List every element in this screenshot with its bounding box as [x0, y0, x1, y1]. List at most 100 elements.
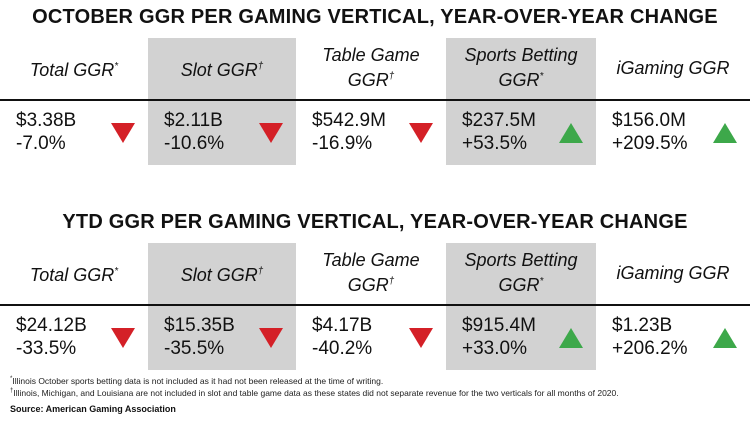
header-text-wrap: Slot GGR†	[181, 261, 264, 286]
gaming-revenue: $15.35B	[164, 315, 235, 336]
column-shade	[148, 38, 296, 165]
yoy-change: +206.2%	[612, 338, 688, 359]
header-text-wrap: Table Game GGR†	[304, 45, 438, 91]
divider	[0, 99, 750, 101]
trend-arrow	[559, 123, 583, 143]
arrow-down	[409, 123, 433, 143]
footnote-text: Illinois October sports betting data is …	[12, 376, 384, 386]
gaming-revenue: $156.0M	[612, 110, 686, 131]
table-title: OCTOBER GGR PER GAMING VERTICAL, YEAR-OV…	[32, 6, 718, 28]
arrow-down	[409, 328, 433, 348]
data-cell: $1.23B +206.2%	[612, 314, 688, 360]
column-shade	[446, 38, 596, 165]
data-cell: $3.38B -7.0%	[16, 109, 76, 155]
column-header: Total GGR*	[8, 38, 140, 98]
header-mark: †	[257, 60, 264, 72]
yoy-change: -10.6%	[164, 133, 225, 154]
header-text-wrap: Sports Betting GGR*	[454, 250, 588, 296]
trend-arrow	[259, 123, 283, 143]
gaming-revenue: $24.12B	[16, 315, 87, 336]
header-text: Sports Betting GGR	[464, 45, 578, 90]
yoy-change: -16.9%	[312, 133, 373, 154]
yoy-change: -33.5%	[16, 338, 77, 359]
header-text-wrap: iGaming GGR	[616, 263, 729, 284]
data-cell: $24.12B -33.5%	[16, 314, 87, 360]
data-cell: $156.0M +209.5%	[612, 109, 688, 155]
header-text-wrap: Total GGR*	[30, 56, 118, 81]
column-header: iGaming GGR	[604, 243, 742, 303]
header-text: Sports Betting GGR	[464, 250, 578, 295]
table-section: YTD GGR PER GAMING VERTICAL, YEAR-OVER-Y…	[0, 205, 750, 375]
header-mark: †	[388, 276, 395, 287]
trend-arrow	[409, 123, 433, 143]
table-title: YTD GGR PER GAMING VERTICAL, YEAR-OVER-Y…	[62, 211, 688, 233]
trend-arrow	[409, 328, 433, 348]
footnote-text: Illinois, Michigan, and Louisiana are no…	[13, 388, 619, 398]
gaming-revenue: $3.38B	[16, 110, 77, 131]
trend-arrow	[713, 328, 737, 348]
arrow-up	[713, 123, 737, 143]
header-text: iGaming GGR	[616, 262, 730, 283]
data-cell: $915.4M +33.0%	[462, 314, 536, 360]
yoy-change: +53.5%	[462, 133, 527, 154]
divider	[0, 304, 750, 306]
header-text-wrap: iGaming GGR	[616, 58, 729, 79]
header-text-wrap: Table Game GGR†	[304, 250, 438, 296]
column-header: Table Game GGR†	[304, 243, 438, 303]
column-header: Table Game GGR†	[304, 38, 438, 98]
column-header: Sports Betting GGR*	[454, 243, 588, 303]
yoy-change: -35.5%	[164, 338, 225, 359]
data-cell: $2.11B -10.6%	[164, 109, 224, 155]
data-cell: $15.35B -35.5%	[164, 314, 235, 360]
footnote-mark: †	[10, 388, 14, 395]
yoy-change: -7.0%	[16, 133, 66, 154]
footnote: *Illinois October sports betting data is…	[10, 376, 383, 386]
data-cell: $237.5M +53.5%	[462, 109, 536, 155]
footnote-mark: *	[10, 376, 13, 383]
trend-arrow	[559, 328, 583, 348]
column-shade	[148, 243, 296, 370]
header-text: Slot GGR	[180, 59, 258, 80]
header-mark: *	[114, 60, 119, 72]
header-mark: †	[388, 71, 395, 82]
arrow-down	[111, 328, 135, 348]
column-header: Slot GGR†	[156, 243, 288, 303]
footnote: †Illinois, Michigan, and Louisiana are n…	[10, 388, 619, 398]
arrow-up	[559, 123, 583, 143]
header-mark: †	[257, 265, 264, 277]
column-header: Slot GGR†	[156, 38, 288, 98]
header-text: Total GGR	[29, 264, 115, 285]
gaming-revenue: $1.23B	[612, 315, 673, 336]
header-text-wrap: Sports Betting GGR*	[454, 45, 588, 91]
header-text: Slot GGR	[180, 264, 258, 285]
yoy-change: +209.5%	[612, 133, 688, 154]
trend-arrow	[713, 123, 737, 143]
column-header: Total GGR*	[8, 243, 140, 303]
trend-arrow	[111, 123, 135, 143]
trend-arrow	[259, 328, 283, 348]
gaming-revenue: $2.11B	[164, 110, 223, 131]
column-shade	[446, 243, 596, 370]
arrow-down	[259, 123, 283, 143]
gaming-revenue: $542.9M	[312, 110, 386, 131]
yoy-change: +33.0%	[462, 338, 527, 359]
header-mark: *	[539, 276, 544, 287]
arrow-up	[713, 328, 737, 348]
arrow-down	[111, 123, 135, 143]
data-cell: $4.17B -40.2%	[312, 314, 372, 360]
header-text: Table Game GGR	[322, 45, 420, 90]
header-text-wrap: Total GGR*	[30, 261, 118, 286]
header-text: Table Game GGR	[322, 250, 420, 295]
header-text: iGaming GGR	[616, 57, 730, 78]
header-mark: *	[539, 71, 544, 82]
data-cell: $542.9M -16.9%	[312, 109, 386, 155]
gaming-revenue: $915.4M	[462, 315, 536, 336]
arrow-down	[259, 328, 283, 348]
header-text: Total GGR	[29, 59, 115, 80]
table-section: OCTOBER GGR PER GAMING VERTICAL, YEAR-OV…	[0, 0, 750, 170]
yoy-change: -40.2%	[312, 338, 373, 359]
header-mark: *	[114, 265, 119, 277]
gaming-revenue: $4.17B	[312, 315, 373, 336]
source: Source: American Gaming Association	[10, 404, 176, 414]
